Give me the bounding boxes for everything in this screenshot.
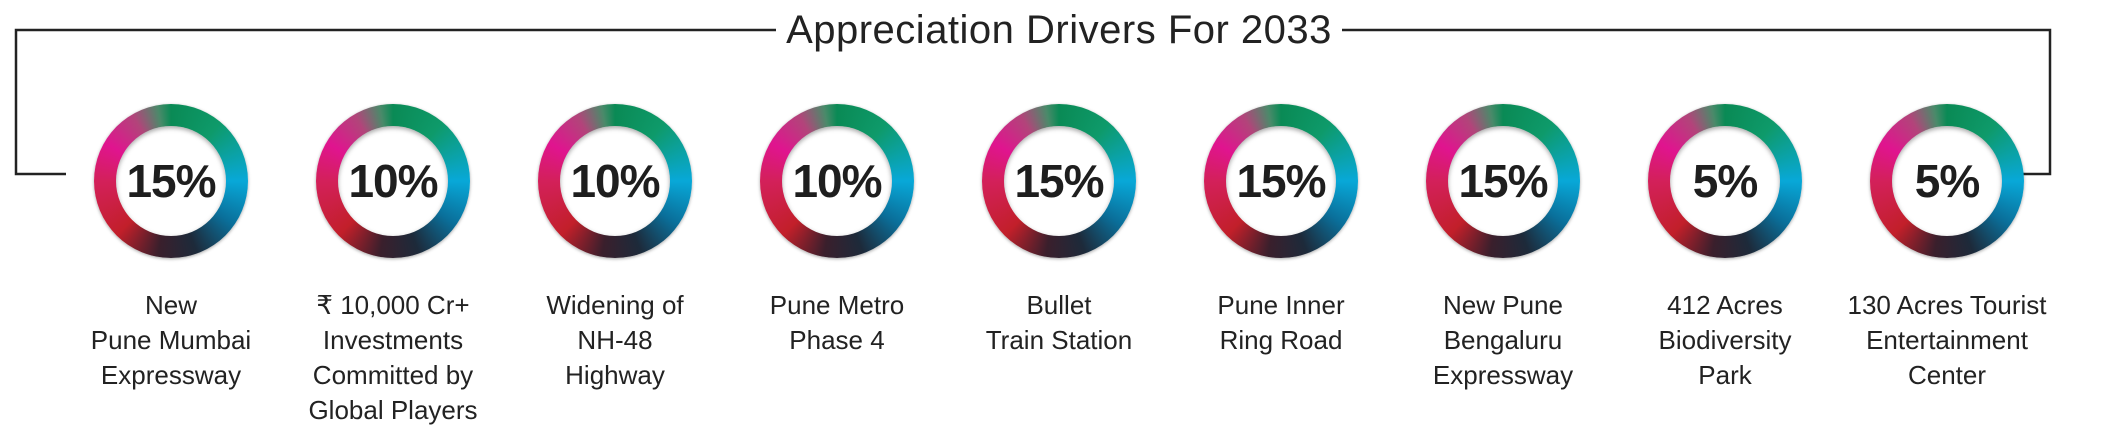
driver-label-line: Investments <box>322 325 464 355</box>
driver-label-line: Global Players <box>308 395 478 425</box>
driver-label-line: Entertainment <box>1866 325 2028 355</box>
driver-item: 15% Bullet Train Station <box>954 104 1164 358</box>
driver-percentage: 10% <box>348 155 438 207</box>
ring-center <box>1448 126 1558 236</box>
driver-item: 15% New Pune Bengaluru Expressway <box>1398 104 1608 393</box>
driver-label-line: Highway <box>565 360 665 390</box>
driver-label: Pune Metro Phase 4 <box>732 288 942 358</box>
driver-label: Widening of NH-48 Highway <box>510 288 720 393</box>
driver-label: Bullet Train Station <box>954 288 1164 358</box>
driver-label-line: Phase 4 <box>789 325 885 355</box>
driver-label: New Pune Bengaluru Expressway <box>1398 288 1608 393</box>
driver-label-line: ₹ 10,000 Cr+ <box>316 290 470 320</box>
driver-label-line: Bengaluru <box>1443 325 1563 355</box>
driver-label-line: Pune Inner <box>1217 290 1345 320</box>
percentage-ring: 15% <box>1426 104 1580 258</box>
percentage-ring: 15% <box>1204 104 1358 258</box>
driver-item: 5% 130 Acres Tourist Entertainment Center <box>1842 104 2052 393</box>
driver-label-line: 412 Acres <box>1667 290 1783 320</box>
page-title: Appreciation Drivers For 2033 <box>0 2 2118 58</box>
driver-percentage: 5% <box>1914 155 1980 207</box>
driver-label: New Pune Mumbai Expressway <box>66 288 276 393</box>
driver-item: 15% New Pune Mumbai Expressway <box>66 104 276 393</box>
ring-center <box>560 126 670 236</box>
driver-label-line: Biodiversity <box>1658 325 1792 355</box>
driver-label: ₹ 10,000 Cr+ Investments Committed by Globa… <box>288 288 498 428</box>
driver-label-line: 130 Acres Tourist <box>1847 290 2047 320</box>
percentage-ring: 5% <box>1870 104 2024 258</box>
driver-label-line: Pune Metro <box>769 290 905 320</box>
driver-percentage: 5% <box>1692 155 1758 207</box>
driver-label-line: Widening of <box>546 290 684 320</box>
ring-center <box>1226 126 1336 236</box>
driver-label-line: New <box>144 290 197 320</box>
ring-center <box>116 126 226 236</box>
driver-percentage: 15% <box>1458 155 1548 207</box>
percentage-ring: 5% <box>1648 104 1802 258</box>
driver-percentage: 10% <box>792 155 882 207</box>
percentage-ring: 10% <box>760 104 914 258</box>
driver-item: 10% Widening of NH-48 Highway <box>510 104 720 393</box>
ring-center <box>1004 126 1114 236</box>
driver-label-line: Train Station <box>985 325 1133 355</box>
driver-item: 15% Pune Inner Ring Road <box>1176 104 1386 358</box>
driver-label-line: Expressway <box>1432 360 1574 390</box>
driver-label-line: Pune Mumbai <box>90 325 252 355</box>
driver-item: 5% 412 Acres Biodiversity Park <box>1620 104 1830 393</box>
ring-center <box>782 126 892 236</box>
driver-percentage: 15% <box>1014 155 1104 207</box>
driver-label-line: Park <box>1698 360 1752 390</box>
ring-center <box>1670 126 1780 236</box>
driver-percentage: 15% <box>126 155 216 207</box>
percentage-ring: 10% <box>538 104 692 258</box>
driver-percentage: 10% <box>570 155 660 207</box>
driver-item: 10% Pune Metro Phase 4 <box>732 104 942 358</box>
driver-label-line: Expressway <box>100 360 242 390</box>
driver-label-line: Ring Road <box>1219 325 1343 355</box>
percentage-ring: 15% <box>94 104 248 258</box>
driver-label-line: New Pune <box>1443 290 1563 320</box>
percentage-ring: 15% <box>982 104 1136 258</box>
driver-label: 412 Acres Biodiversity Park <box>1620 288 1830 393</box>
driver-label-line: NH-48 <box>577 325 653 355</box>
driver-label-line: Center <box>1907 360 1987 390</box>
driver-label-line: Committed by <box>312 360 474 390</box>
driver-label-line: Bullet <box>1026 290 1092 320</box>
driver-label: 130 Acres Tourist Entertainment Center <box>1842 288 2052 393</box>
driver-label: Pune Inner Ring Road <box>1176 288 1386 358</box>
driver-item: 10% ₹ 10,000 Cr+ Investments Committed by Gl… <box>288 104 498 428</box>
ring-center <box>338 126 448 236</box>
ring-center <box>1892 126 2002 236</box>
percentage-ring: 10% <box>316 104 470 258</box>
driver-percentage: 15% <box>1236 155 1326 207</box>
